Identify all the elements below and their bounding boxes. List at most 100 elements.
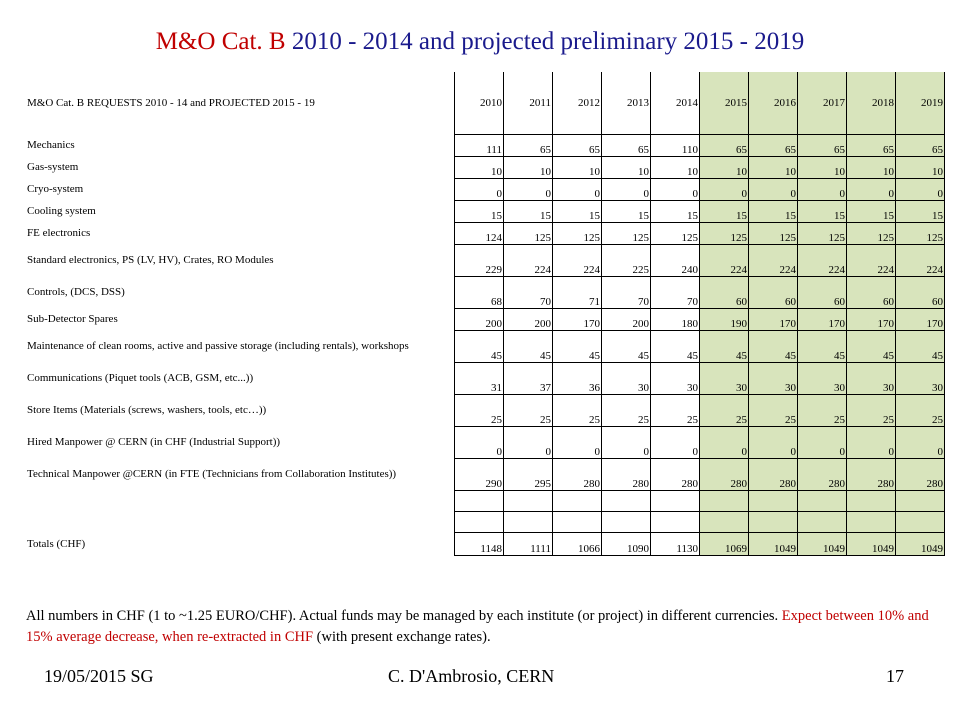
- value-cell: 0: [552, 426, 602, 459]
- value-cell: 10: [797, 156, 847, 179]
- row-label: [26, 512, 455, 533]
- value-cell: 30: [601, 362, 651, 395]
- empty-cell: [650, 490, 700, 512]
- value-cell: 1090: [601, 532, 651, 556]
- empty-cell: [552, 490, 602, 512]
- empty-cell: [748, 490, 798, 512]
- value-cell: 15: [797, 200, 847, 223]
- empty-cell: [797, 511, 847, 533]
- value-cell: 280: [552, 458, 602, 491]
- value-cell: 36: [552, 362, 602, 395]
- table-row: Communications (Piquet tools (ACB, GSM, …: [26, 362, 945, 395]
- year-header-projected: 2015: [699, 72, 749, 135]
- value-cell: 10: [699, 156, 749, 179]
- value-cell: 0: [895, 178, 945, 201]
- row-label: [26, 491, 455, 512]
- table-row: FE electronics 124 125 125 125 125 125 125 125 12…: [26, 222, 945, 245]
- value-cell: 240: [650, 244, 700, 277]
- value-cell: 0: [699, 178, 749, 201]
- totals-row: Totals (CHF) 1148 1111 1066 1090 1130 1069 1049…: [26, 532, 945, 556]
- value-cell: 280: [895, 458, 945, 491]
- value-cell: 45: [699, 330, 749, 363]
- value-cell: 225: [601, 244, 651, 277]
- empty-row: [26, 511, 945, 533]
- value-cell: 224: [699, 244, 749, 277]
- value-cell: 71: [552, 276, 602, 309]
- value-cell: 15: [748, 200, 798, 223]
- value-cell: 25: [552, 394, 602, 427]
- value-cell: 68: [454, 276, 504, 309]
- value-cell: 25: [454, 394, 504, 427]
- value-cell: 25: [601, 394, 651, 427]
- value-cell: 65: [895, 134, 945, 157]
- value-cell: 0: [503, 426, 553, 459]
- value-cell: 60: [895, 276, 945, 309]
- currency-note: All numbers in CHF (1 to ~1.25 EURO/CHF)…: [26, 606, 946, 648]
- value-cell: 170: [846, 308, 896, 331]
- value-cell: 224: [846, 244, 896, 277]
- value-cell: 15: [650, 200, 700, 223]
- note-text: All numbers in CHF (1 to ~1.25 EURO/CHF)…: [26, 608, 782, 624]
- value-cell: 15: [454, 200, 504, 223]
- value-cell: 65: [503, 134, 553, 157]
- value-cell: 170: [748, 308, 798, 331]
- value-cell: 31: [454, 362, 504, 395]
- year-header-projected: 2016: [748, 72, 798, 135]
- table-row: Sub-Detector Spares 200 200 170 200 180 190 170…: [26, 308, 945, 331]
- value-cell: 125: [895, 222, 945, 245]
- value-cell: 15: [503, 200, 553, 223]
- value-cell: 125: [846, 222, 896, 245]
- value-cell: 45: [797, 330, 847, 363]
- value-cell: 229: [454, 244, 504, 277]
- value-cell: 180: [650, 308, 700, 331]
- value-cell: 25: [895, 394, 945, 427]
- row-label: Maintenance of clean rooms, active and p…: [27, 340, 409, 352]
- value-cell: 65: [846, 134, 896, 157]
- value-cell: 280: [846, 458, 896, 491]
- row-label: Cooling system: [27, 205, 96, 217]
- value-cell: 1066: [552, 532, 602, 556]
- value-cell: 15: [895, 200, 945, 223]
- table-row: Gas-system 10 10 10 10 10 10 10 10 10 10: [26, 156, 945, 179]
- value-cell: 280: [797, 458, 847, 491]
- table-row: Standard electronics, PS (LV, HV), Crate…: [26, 244, 945, 277]
- empty-cell: [699, 511, 749, 533]
- empty-cell: [748, 511, 798, 533]
- value-cell: 0: [797, 426, 847, 459]
- value-cell: 0: [454, 178, 504, 201]
- table-row: Technical Manpower @CERN (in FTE (Techni…: [26, 458, 945, 491]
- table-row: Cooling system 15 15 15 15 15 15 15 15 15 15: [26, 200, 945, 223]
- value-cell: 45: [454, 330, 504, 363]
- year-header-projected: 2019: [895, 72, 945, 135]
- empty-cell: [797, 490, 847, 512]
- value-cell: 1049: [797, 532, 847, 556]
- value-cell: 190: [699, 308, 749, 331]
- value-cell: 65: [797, 134, 847, 157]
- header-label: M&O Cat. B REQUESTS 2010 - 14 and PROJEC…: [27, 96, 315, 109]
- value-cell: 0: [699, 426, 749, 459]
- value-cell: 15: [699, 200, 749, 223]
- empty-cell: [503, 511, 553, 533]
- value-cell: 30: [748, 362, 798, 395]
- value-cell: 1049: [846, 532, 896, 556]
- value-cell: 30: [797, 362, 847, 395]
- value-cell: 45: [552, 330, 602, 363]
- value-cell: 0: [650, 426, 700, 459]
- table-row: Hired Manpower @ CERN (in CHF (Industria…: [26, 426, 945, 459]
- value-cell: 125: [650, 222, 700, 245]
- row-label: Gas-system: [27, 161, 79, 173]
- row-label: Standard electronics, PS (LV, HV), Crate…: [27, 254, 274, 266]
- row-label: Sub-Detector Spares: [27, 313, 118, 325]
- value-cell: 0: [503, 178, 553, 201]
- note-highlight: Expect between 10% and 15% average decre…: [26, 608, 929, 645]
- value-cell: 125: [503, 222, 553, 245]
- value-cell: 1069: [699, 532, 749, 556]
- value-cell: 170: [797, 308, 847, 331]
- table-row: Store Items (Materials (screws, washers,…: [26, 394, 945, 427]
- row-label: Totals (CHF): [27, 537, 86, 550]
- row-label: FE electronics: [27, 227, 91, 239]
- value-cell: 110: [650, 134, 700, 157]
- table-row: Cryo-system 0 0 0 0 0 0 0 0 0 0: [26, 178, 945, 201]
- table-row: Maintenance of clean rooms, active and p…: [26, 330, 945, 363]
- value-cell: 124: [454, 222, 504, 245]
